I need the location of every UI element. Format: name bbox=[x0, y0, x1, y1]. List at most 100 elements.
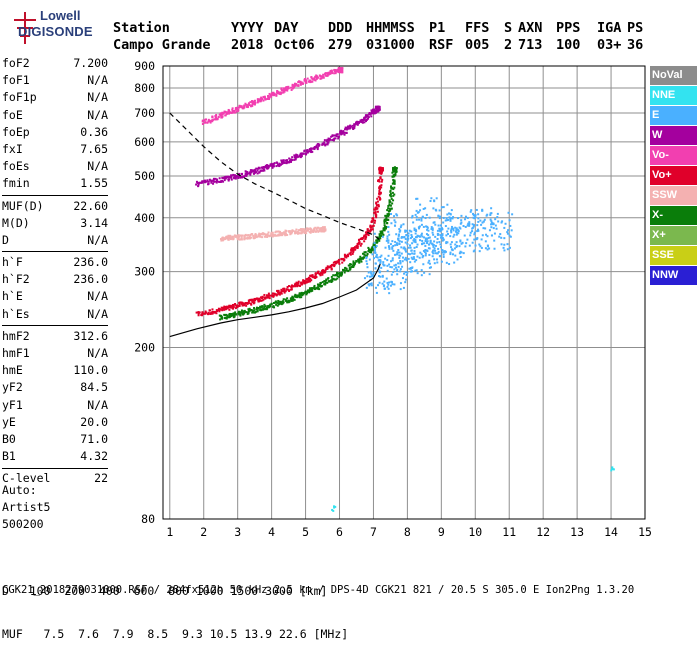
data-point bbox=[366, 115, 369, 118]
data-point bbox=[315, 230, 318, 233]
data-point bbox=[377, 179, 380, 182]
data-point bbox=[426, 242, 429, 245]
data-point bbox=[257, 300, 260, 303]
data-point bbox=[399, 229, 402, 232]
data-point bbox=[500, 221, 503, 224]
header-label-2: DAY bbox=[274, 20, 299, 36]
data-point bbox=[232, 314, 235, 317]
data-point bbox=[308, 231, 311, 234]
data-point bbox=[437, 224, 440, 227]
data-point bbox=[267, 95, 270, 98]
data-point bbox=[415, 218, 418, 221]
data-point bbox=[345, 132, 348, 135]
data-point bbox=[317, 283, 320, 286]
data-point bbox=[257, 307, 260, 310]
data-point bbox=[269, 94, 272, 97]
data-point bbox=[386, 209, 389, 212]
data-point bbox=[361, 238, 364, 241]
data-point bbox=[359, 258, 362, 261]
data-point bbox=[198, 181, 201, 184]
data-point bbox=[411, 258, 414, 261]
data-point bbox=[259, 170, 262, 173]
data-point bbox=[398, 256, 401, 259]
data-point bbox=[225, 113, 228, 116]
data-point bbox=[236, 108, 239, 111]
param-value: N/A bbox=[87, 346, 108, 360]
data-point bbox=[315, 76, 318, 79]
data-point bbox=[331, 508, 334, 511]
data-point bbox=[286, 87, 289, 90]
data-point bbox=[230, 178, 233, 181]
param-name: fxI bbox=[2, 141, 23, 156]
param-name: D bbox=[2, 232, 9, 247]
data-point bbox=[238, 304, 241, 307]
param-name: foF2 bbox=[2, 56, 30, 70]
data-point bbox=[352, 265, 355, 268]
data-point bbox=[286, 161, 289, 164]
muf-distance-table: D 100 200 400 600 800 1000 1500 3000 [km… bbox=[2, 556, 348, 655]
data-point bbox=[376, 256, 379, 259]
data-point bbox=[379, 261, 382, 264]
data-point bbox=[288, 230, 291, 233]
data-point bbox=[228, 306, 231, 309]
data-point bbox=[262, 99, 265, 102]
data-point bbox=[611, 467, 614, 470]
data-point bbox=[296, 283, 299, 286]
data-point bbox=[395, 213, 398, 216]
data-point bbox=[278, 165, 281, 168]
data-point bbox=[243, 303, 246, 306]
data-point bbox=[426, 226, 429, 229]
data-point bbox=[388, 200, 391, 203]
header-value-3: 279 bbox=[328, 37, 353, 53]
data-point bbox=[256, 98, 259, 101]
param-name: yF1 bbox=[2, 397, 23, 412]
data-point bbox=[319, 285, 322, 288]
data-point bbox=[227, 110, 230, 113]
data-point bbox=[325, 143, 328, 146]
data-point bbox=[320, 77, 323, 80]
data-point bbox=[388, 246, 391, 249]
data-point bbox=[431, 255, 434, 258]
data-point bbox=[391, 175, 394, 178]
data-point bbox=[399, 226, 402, 229]
data-point bbox=[385, 214, 388, 217]
x-tick-label: 11 bbox=[502, 525, 516, 539]
data-point bbox=[496, 216, 499, 219]
data-point bbox=[254, 298, 257, 301]
curve-profile bbox=[169, 263, 381, 338]
param-row: B0 71.0 bbox=[2, 432, 108, 449]
data-point bbox=[370, 282, 373, 285]
data-point bbox=[392, 169, 395, 172]
data-point bbox=[287, 87, 290, 90]
data-point bbox=[295, 228, 298, 231]
data-point bbox=[422, 225, 425, 228]
data-point bbox=[467, 222, 470, 225]
data-point bbox=[275, 230, 278, 233]
data-point bbox=[282, 89, 285, 92]
data-point bbox=[395, 233, 398, 236]
data-point bbox=[494, 218, 497, 221]
data-point bbox=[468, 244, 471, 247]
data-point bbox=[197, 184, 200, 187]
data-point bbox=[442, 238, 445, 241]
data-point bbox=[371, 274, 374, 277]
data-point bbox=[442, 206, 445, 209]
data-point bbox=[405, 250, 408, 253]
antenna-icon bbox=[14, 12, 36, 44]
data-point bbox=[229, 238, 232, 241]
data-point bbox=[211, 310, 214, 313]
data-point bbox=[248, 309, 251, 312]
data-point bbox=[427, 236, 430, 239]
data-point bbox=[250, 171, 253, 174]
data-point bbox=[462, 224, 465, 227]
legend-item-sse: SSE bbox=[650, 246, 697, 265]
data-point bbox=[275, 93, 278, 96]
data-point bbox=[428, 236, 431, 239]
data-point bbox=[501, 220, 504, 223]
data-point bbox=[472, 250, 475, 253]
data-point bbox=[508, 234, 511, 237]
data-point bbox=[433, 262, 436, 265]
data-point bbox=[459, 222, 462, 225]
data-point bbox=[394, 263, 397, 266]
data-point bbox=[374, 262, 377, 265]
